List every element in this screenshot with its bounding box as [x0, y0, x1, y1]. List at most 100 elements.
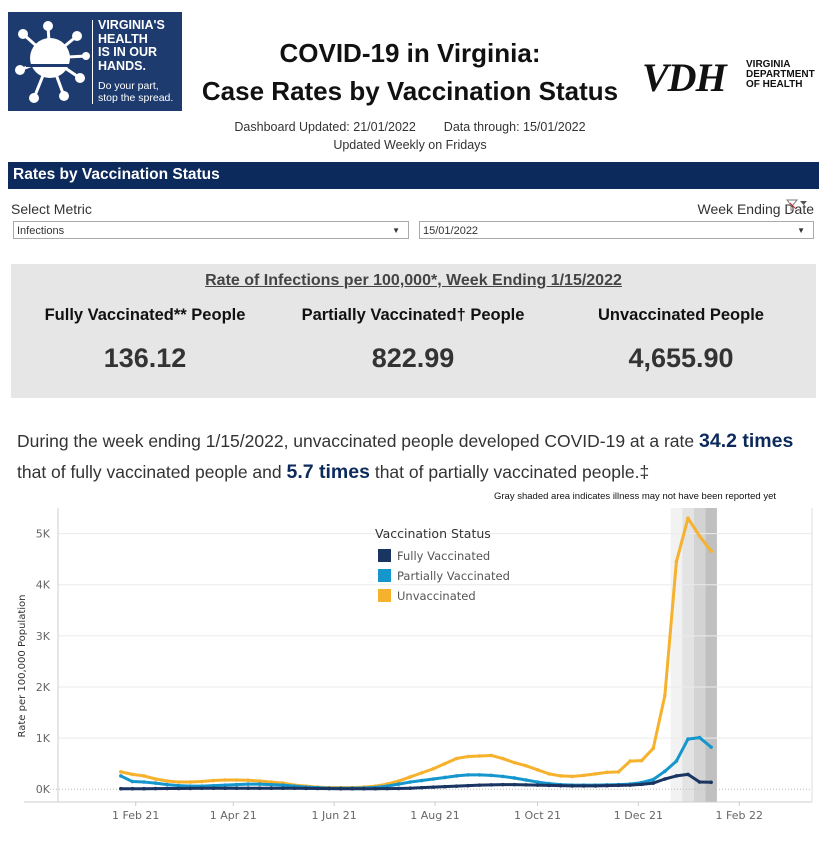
data-point: [431, 785, 436, 789]
data-point: [512, 782, 517, 787]
vdh-line: OF HEALTH: [746, 79, 803, 90]
data-through: Data through: 15/01/2022: [443, 120, 586, 134]
kpi-panel: Rate of Infections per 100,000*, Week En…: [11, 264, 816, 398]
data-point: [119, 770, 123, 774]
metric-value: Infections: [17, 225, 65, 237]
data-point: [362, 786, 366, 791]
data-point: [223, 786, 227, 791]
kpi-label: Fully Vaccinated** People: [44, 306, 246, 324]
summary-text: During the week ending 1/15/2022, unvacc…: [17, 426, 817, 488]
data-point: [582, 773, 586, 778]
data-point: [153, 786, 158, 791]
data-point: [466, 783, 470, 788]
data-point: [269, 782, 274, 787]
data-point: [697, 735, 702, 740]
data-point: [408, 775, 412, 779]
x-tick-label: 1 Jun 21: [312, 809, 357, 822]
legend-swatch: [378, 569, 391, 582]
data-point: [142, 774, 146, 778]
data-point: [385, 786, 389, 791]
legend-label: Unvaccinated: [397, 589, 476, 603]
x-tick-label: 1 Feb 22: [716, 809, 763, 822]
kpi-partially-vaccinated: Partially Vaccinated† People 822.99: [279, 306, 547, 374]
data-point: [639, 758, 644, 763]
data-point: [628, 759, 632, 763]
shade-band: [670, 508, 683, 802]
data-point: [234, 778, 239, 782]
date-value: 15/01/2022: [423, 225, 479, 237]
data-point: [200, 779, 204, 784]
vdh-logo: VDH VIRGINIA DEPARTMENT OF HEALTH: [642, 55, 822, 104]
vdh-line: DEPARTMENT: [746, 69, 815, 80]
data-point: [500, 774, 505, 779]
data-point: [223, 783, 227, 787]
kpi-value: 822.99: [371, 343, 455, 373]
data-point: [130, 772, 135, 777]
data-point: [188, 780, 193, 784]
data-point: [142, 780, 146, 784]
virus-icon: [15, 21, 90, 103]
data-point: [408, 786, 412, 790]
data-point: [582, 784, 586, 788]
legend-label: Partially Vaccinated: [397, 569, 510, 583]
y-tick-label: 5K: [36, 528, 51, 541]
data-point: [524, 778, 528, 782]
data-point: [535, 780, 540, 784]
data-point: [350, 786, 355, 791]
rate-chart: 0K 1K 2K 3K 4K 5K 1 Feb 21 1 Apr 21 1 Jun 21 1 Au…: [0, 500, 830, 848]
data-point: [535, 767, 540, 772]
data-point: [466, 773, 470, 777]
data-point: [165, 786, 169, 791]
data-point: [524, 763, 528, 768]
date-select[interactable]: 15/01/2022 ▼: [419, 221, 814, 239]
update-info: Dashboard Updated: 21/01/2022 Data throug…: [180, 118, 640, 154]
data-point: [246, 778, 250, 783]
x-tick-label: 1 Oct 21: [514, 809, 561, 822]
clear-filter-icon[interactable]: [786, 199, 808, 211]
x-tick-label: 1 Aug 21: [410, 809, 459, 822]
data-point: [605, 783, 609, 788]
data-point: [547, 772, 551, 776]
data-point: [211, 786, 216, 791]
x-tick-label: 1 Apr 21: [210, 809, 257, 822]
logo-line: HANDS.: [98, 58, 146, 73]
section-header: Rates by Vaccination Status: [8, 162, 819, 189]
data-point: [431, 766, 436, 771]
data-point: [431, 777, 436, 781]
data-point: [304, 786, 308, 791]
data-point: [709, 549, 713, 553]
legend-swatch: [378, 549, 391, 562]
data-point: [327, 786, 331, 791]
data-point: [593, 784, 598, 788]
y-tick-label: 0K: [36, 783, 51, 796]
logo-line: HEALTH: [98, 31, 148, 46]
data-point: [223, 778, 227, 782]
data-point: [616, 783, 621, 788]
data-point: [512, 776, 517, 780]
data-point: [489, 783, 494, 787]
kpi-unvaccinated: Unvaccinated People 4,655.90: [547, 306, 815, 374]
data-point: [257, 779, 262, 783]
data-point: [130, 779, 135, 784]
data-point: [477, 754, 482, 758]
data-point: [257, 786, 262, 790]
logo-slogan: VIRGINIA'S HEALTH IS IN OUR HANDS.: [98, 18, 165, 73]
data-point: [686, 737, 690, 741]
data-point: [419, 785, 424, 790]
metric-select[interactable]: Infections ▼: [13, 221, 409, 239]
dropdown-arrow-icon: ▼: [797, 226, 805, 235]
data-point: [489, 773, 494, 778]
data-point: [153, 781, 158, 785]
kpi-label: Unvaccinated People: [598, 306, 764, 324]
logo-line: VIRGINIA'S: [98, 18, 165, 32]
data-point: [466, 754, 470, 759]
shade-band: [705, 508, 717, 802]
update-frequency: Updated Weekly on Fridays: [333, 138, 487, 152]
data-point: [663, 693, 667, 698]
data-point: [443, 775, 447, 780]
data-point: [524, 783, 528, 787]
x-tick-label: 1 Feb 21: [112, 809, 159, 822]
kpi-fully-vaccinated: Fully Vaccinated** People 136.12: [11, 306, 279, 374]
data-point: [396, 786, 401, 791]
data-point: [200, 786, 204, 791]
